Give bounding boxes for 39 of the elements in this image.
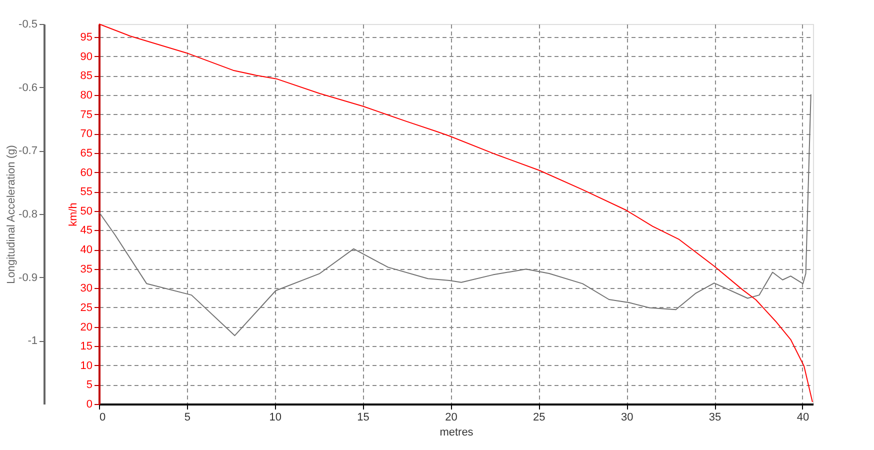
y2-tick-label: 50 (80, 205, 92, 218)
y2-tick-label: 55 (80, 186, 92, 198)
x-axis-title: metres (440, 426, 474, 438)
x-tick-label: 15 (357, 412, 370, 424)
y2-tick-label: 95 (80, 32, 92, 44)
y2-tick-label: 70 (80, 128, 92, 140)
x-tick-label: 0 (100, 412, 106, 424)
y2-tick-label: 10 (80, 360, 92, 372)
y2-tick-label: 0 (86, 398, 92, 410)
y-tick-label: -0.8 (18, 208, 38, 220)
y2-tick-label: 25 (80, 302, 92, 314)
y2-tick-label: 40 (80, 244, 92, 256)
y2-tick-label: 75 (80, 108, 92, 121)
y2-tick-label: 5 (86, 379, 92, 392)
x-tick-label: 35 (708, 412, 722, 424)
x-tick-label: 10 (269, 412, 282, 424)
y2-tick-label: 20 (80, 321, 92, 334)
line-series (98, 94, 812, 336)
y2-tick-label: 30 (80, 282, 92, 295)
x-tick-label: 25 (533, 412, 546, 424)
y2-tick-label: 85 (80, 70, 92, 82)
x-tick-label: 40 (796, 412, 810, 424)
y2-tick-label: 15 (80, 340, 92, 353)
y2-axis-title: km/h (67, 202, 80, 226)
y2-tick-label: 35 (80, 263, 92, 276)
y2-tick-label: 90 (80, 50, 92, 63)
y2-tick-label: 60 (80, 166, 92, 179)
x-tick-label: 5 (184, 412, 190, 424)
y-axis-title: Longitudinal Acceleration (g) (6, 145, 18, 284)
y2-tick-label: 80 (80, 90, 92, 102)
x-tick-label: 20 (445, 412, 458, 424)
y-tick-label: -0.5 (18, 18, 38, 30)
y-tick-label: -0.7 (18, 145, 38, 158)
y-tick-label: -1 (28, 335, 38, 348)
y2-tick-label: 45 (80, 224, 92, 237)
y2-tick-label: 65 (80, 147, 92, 160)
y-tick-label: -0.9 (18, 272, 38, 284)
y-tick-label: -0.6 (18, 82, 38, 94)
x-tick-label: 30 (620, 412, 634, 424)
